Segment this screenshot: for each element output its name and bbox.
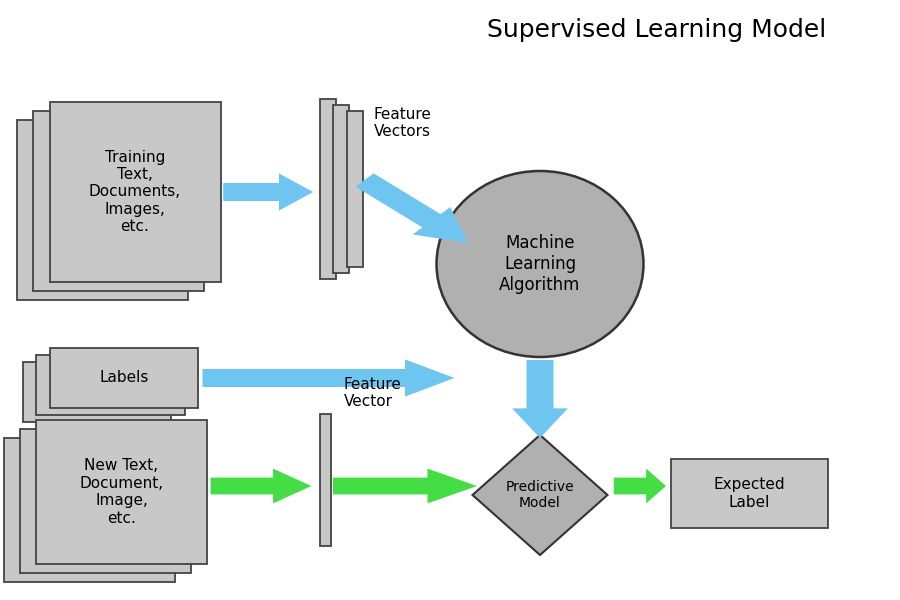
Bar	[670, 459, 828, 528]
FancyArrow shape	[211, 469, 311, 503]
FancyArrow shape	[333, 469, 477, 503]
Text: Training
Text,
Documents,
Images,
etc.: Training Text, Documents, Images, etc.	[89, 149, 181, 234]
Polygon shape	[472, 435, 608, 555]
Text: Labels: Labels	[99, 370, 148, 385]
Bar	[33, 111, 204, 291]
Bar	[50, 102, 220, 282]
Text: Expected
Label: Expected Label	[714, 478, 785, 510]
Bar	[320, 414, 331, 546]
FancyArrow shape	[202, 359, 454, 397]
Bar	[4, 438, 175, 582]
Bar	[36, 355, 184, 415]
Bar	[50, 348, 198, 408]
FancyArrow shape	[614, 469, 666, 503]
Text: New Text,
Document,
Image,
etc.: New Text, Document, Image, etc.	[79, 458, 164, 526]
FancyArrow shape	[223, 173, 313, 211]
Bar	[333, 105, 349, 273]
Bar	[36, 420, 207, 564]
FancyArrow shape	[512, 360, 568, 438]
Text: Supervised Learning Model: Supervised Learning Model	[488, 18, 826, 42]
Bar	[320, 99, 336, 279]
Text: Machine
Learning
Algorithm: Machine Learning Algorithm	[500, 234, 580, 294]
Ellipse shape	[436, 171, 644, 357]
Text: Predictive
Model: Predictive Model	[506, 480, 574, 510]
FancyArrow shape	[356, 173, 468, 243]
Bar	[22, 362, 171, 422]
Text: Feature
Vector: Feature Vector	[344, 377, 401, 409]
Bar	[17, 120, 188, 300]
Bar	[20, 429, 191, 573]
Text: Feature
Vectors: Feature Vectors	[374, 107, 431, 139]
Bar	[346, 111, 363, 267]
